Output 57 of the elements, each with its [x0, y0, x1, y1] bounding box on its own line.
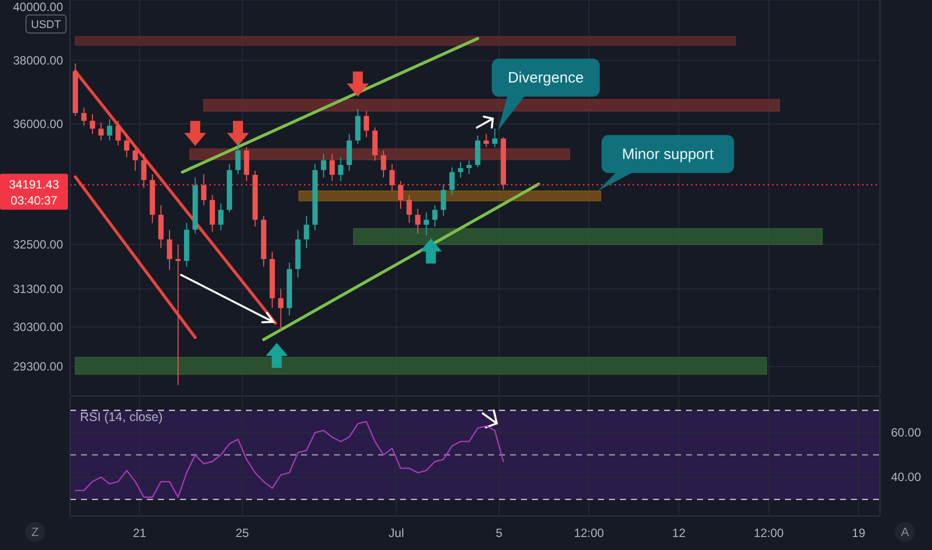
candlestick: [132, 145, 138, 172]
text: A: [900, 525, 910, 539]
y-tick-label: 32500.00: [12, 237, 64, 252]
candlestick: [320, 153, 326, 178]
y-tick-label: 31300.00: [12, 282, 64, 296]
candlestick: [141, 153, 146, 188]
annotation: Minor support: [622, 146, 714, 164]
y-tick-label: 40.00: [890, 470, 922, 484]
ref-line-label: 34191.43: [8, 178, 60, 192]
x-tick-label: Jul: [388, 526, 404, 540]
x-tick-label: 5: [496, 526, 503, 540]
candlestick: [201, 174, 206, 206]
candlestick: [415, 208, 420, 234]
candlestick: [389, 163, 395, 192]
x-tick-label: 12: [672, 526, 686, 540]
candlestick: [175, 244, 181, 386]
y-tick-label: 36000.00: [12, 117, 64, 132]
y-tick-label: 60.00: [890, 426, 922, 440]
candlestick: [90, 114, 96, 134]
candlestick: [81, 107, 87, 126]
candlestick: [124, 133, 130, 158]
candlestick: [115, 120, 121, 146]
y-tick-label: 30300.00: [12, 320, 64, 334]
candlestick: [440, 184, 446, 216]
candlestick: [304, 215, 310, 249]
y-axis-title: USDT: [31, 19, 62, 31]
candlestick: [218, 203, 224, 231]
candlestick: [278, 288, 284, 332]
candlestick: [166, 230, 172, 271]
candlestick: [492, 128, 498, 148]
annotation: Divergence: [508, 70, 584, 87]
candlestick: [338, 156, 344, 182]
candlestick: [364, 110, 370, 138]
candlestick: [406, 194, 412, 224]
y-tick-label: 38000.00: [12, 53, 64, 68]
candlestick: [330, 153, 335, 182]
candlestick: [484, 133, 489, 148]
text: Z: [31, 525, 39, 539]
candlestick: [235, 140, 241, 175]
y-tick-label: 40000.00: [12, 0, 64, 14]
text: RSI (14, close): [80, 410, 163, 424]
x-tick-label: 12:00: [574, 526, 604, 540]
candlestick: [432, 204, 438, 228]
x-tick-label: 21: [132, 526, 147, 540]
x-tick-label: 19: [852, 526, 866, 540]
candlestick: [449, 166, 455, 196]
y-tick-label: 29300.00: [12, 360, 64, 374]
candlestick: [380, 150, 386, 178]
candlestick: [98, 122, 104, 142]
candlestick: [106, 118, 112, 142]
x-tick-label: 12:00: [754, 526, 784, 540]
candlestick: [466, 160, 472, 175]
candlestick: [458, 162, 464, 178]
x-tick-label: 25: [236, 526, 250, 540]
candlestick: [398, 180, 404, 210]
text: 03:40:37: [10, 194, 58, 208]
candlestick: [424, 212, 429, 236]
